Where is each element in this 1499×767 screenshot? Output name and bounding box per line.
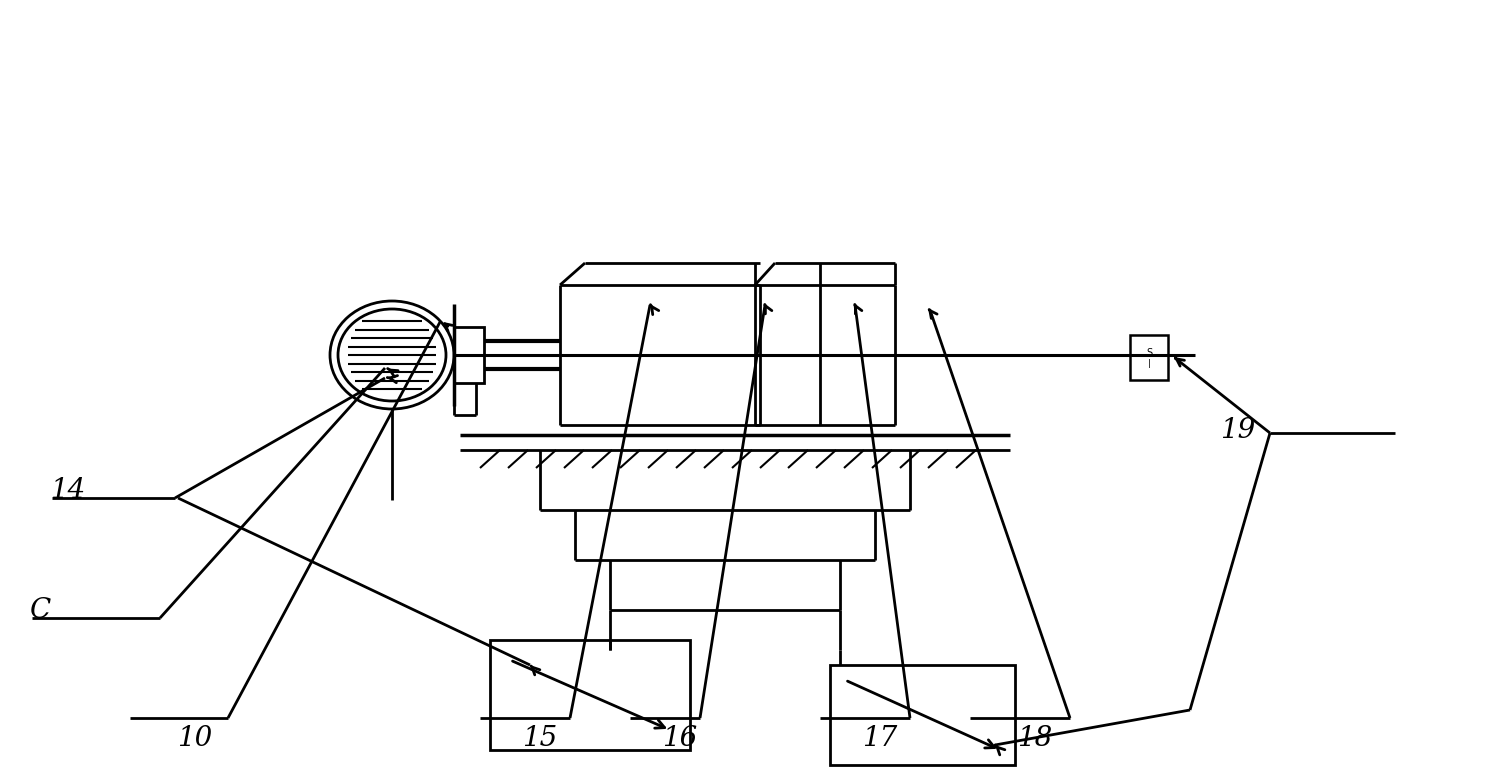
Text: 17: 17 [862,725,898,752]
Bar [830,665,1015,765]
Text: 16: 16 [663,725,697,752]
Text: 14: 14 [49,476,85,503]
Bar [454,327,484,383]
Text: S: S [1145,348,1153,358]
Bar [1130,335,1168,380]
Text: 10: 10 [177,725,213,752]
Text: 15: 15 [522,725,558,752]
Text: |: | [1148,359,1150,368]
Text: 18: 18 [1018,725,1052,752]
Text: 19: 19 [1220,416,1255,443]
Bar [490,640,690,750]
Text: C: C [30,597,51,624]
Ellipse shape [337,309,447,401]
